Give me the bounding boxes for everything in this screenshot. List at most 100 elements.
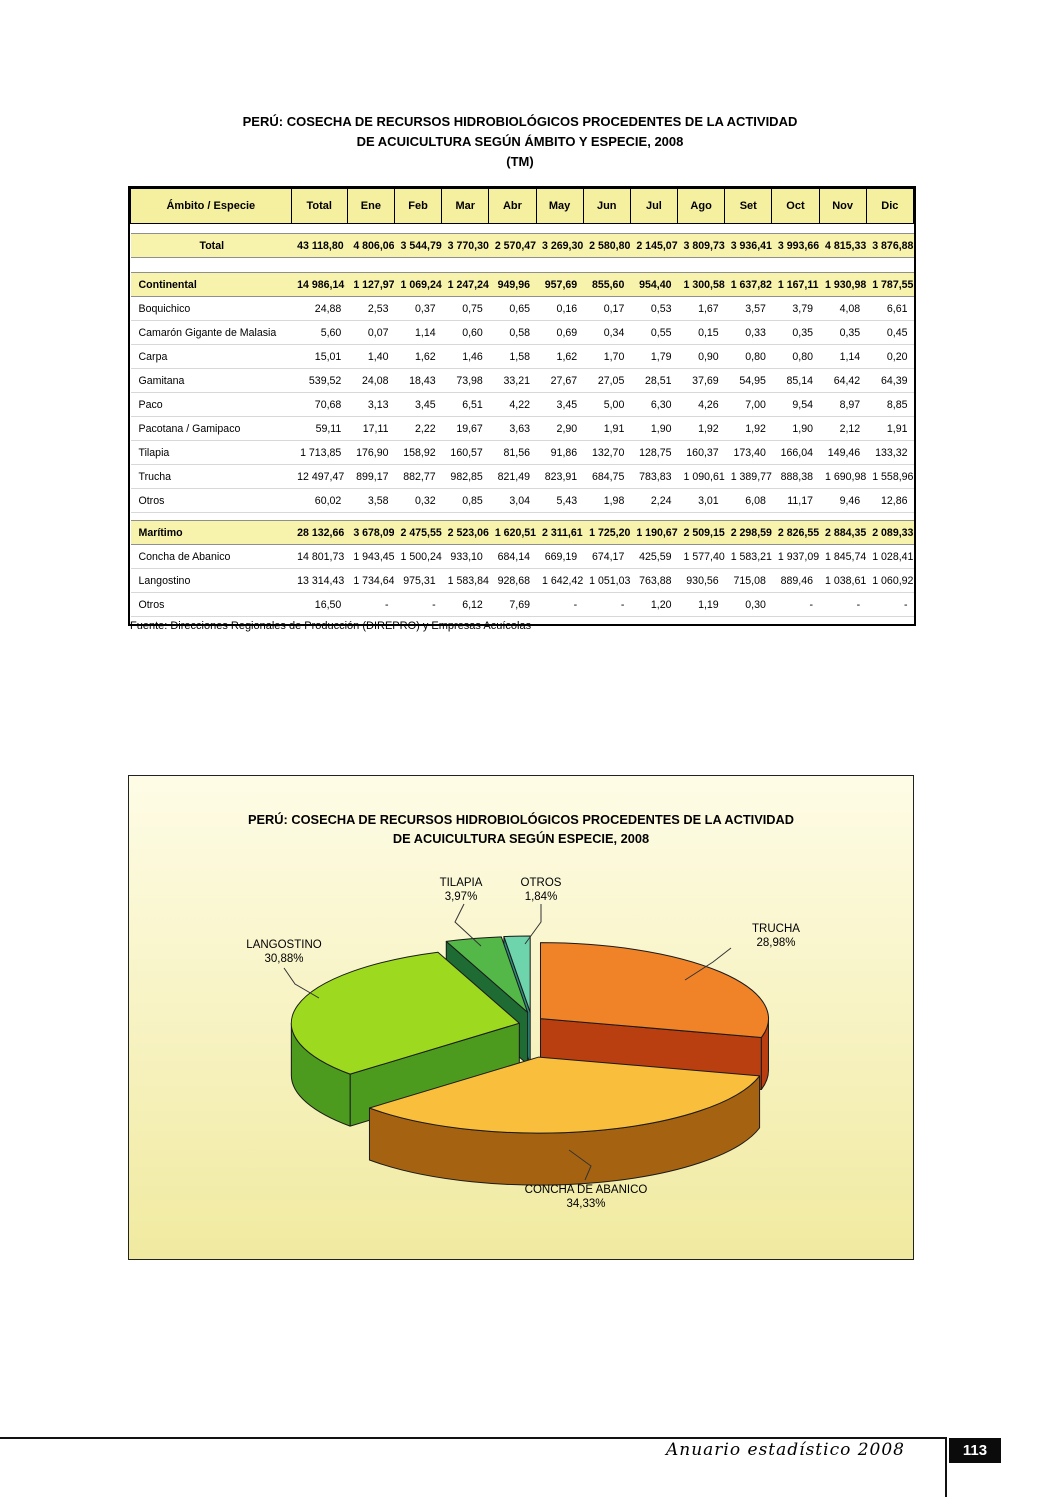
table-cell: 3,57 bbox=[724, 296, 772, 321]
table-cell: 14 986,14 bbox=[291, 272, 348, 297]
table-cell: 2 523,06 bbox=[441, 520, 489, 545]
table-cell: 8,97 bbox=[819, 392, 867, 417]
table-cell: 6,61 bbox=[866, 296, 914, 321]
table-cell: 3 678,09 bbox=[347, 520, 395, 545]
column-header: Ene bbox=[346, 188, 395, 224]
table-cell: 889,46 bbox=[771, 568, 820, 593]
table-cell: 2 570,47 bbox=[488, 233, 536, 258]
table-cell: 1,70 bbox=[583, 344, 631, 369]
source-note: Fuente: Direcciones Regionales de Produc… bbox=[130, 620, 532, 632]
table-cell: 1,14 bbox=[819, 344, 867, 369]
table-cell: 1 845,74 bbox=[819, 544, 867, 569]
table-cell: 15,01 bbox=[291, 344, 348, 369]
table-cell: 5,00 bbox=[583, 392, 631, 417]
column-header: Dic bbox=[865, 188, 915, 224]
table-cell: 59,11 bbox=[291, 416, 348, 441]
table-cell: 7,00 bbox=[724, 392, 772, 417]
table-cell: 28,51 bbox=[630, 368, 678, 393]
table-cell: 2,12 bbox=[819, 416, 867, 441]
table-cell: 1,19 bbox=[677, 592, 725, 617]
table-cell: - bbox=[583, 592, 631, 617]
statistics-table: Ámbito / Especie Total Ene Feb Mar Abr May Jun J… bbox=[130, 188, 915, 624]
table-row-otros: Otros 16,50- -6,12 7,69- -1,20 1,19 0,30- - - bbox=[130, 592, 914, 617]
pie-label-concha-name: CONCHA DE ABANICO bbox=[524, 1184, 648, 1196]
pie-slice-langostino-top bbox=[290, 951, 520, 1075]
table-cell: 4,08 bbox=[819, 296, 867, 321]
table-row-concha-de-abanico: Concha de Abanico 14 801,73 1 943,45 1 500,… bbox=[130, 544, 914, 569]
table-cell: 0,16 bbox=[536, 296, 584, 321]
table-cell: 1,90 bbox=[771, 416, 820, 441]
table-cell: 0,17 bbox=[583, 296, 631, 321]
table-cell: 3,63 bbox=[488, 416, 536, 441]
table-cell: 7,69 bbox=[488, 592, 536, 617]
table-cell: 18,43 bbox=[394, 368, 442, 393]
table-cell: 19,67 bbox=[441, 416, 489, 441]
table-cell: 0,15 bbox=[677, 320, 725, 345]
table-cell: 821,49 bbox=[488, 464, 536, 489]
table-cell: 1,62 bbox=[536, 344, 584, 369]
table-cell: 0,60 bbox=[441, 320, 489, 345]
table-cell: 128,75 bbox=[630, 440, 678, 465]
table-cell: 1 069,24 bbox=[394, 272, 442, 297]
table-cell: 1,14 bbox=[394, 320, 442, 345]
table-cell: 1,91 bbox=[583, 416, 631, 441]
table-cell: 1 725,20 bbox=[583, 520, 631, 545]
table-cell: 27,67 bbox=[536, 368, 584, 393]
column-header: Nov bbox=[818, 188, 867, 224]
table-cell: 1 558,96 bbox=[866, 464, 914, 489]
table-row-trucha: Trucha 12 497,47 899,17 882,77 982,85 821,49 8… bbox=[130, 464, 914, 489]
table-cell: 3,45 bbox=[536, 392, 584, 417]
table-cell: 14 801,73 bbox=[291, 544, 348, 569]
table-cell: 2 145,07 bbox=[630, 233, 678, 258]
page-number: 113 bbox=[949, 1438, 1001, 1463]
table-cell: 17,11 bbox=[347, 416, 395, 441]
table-cell: 1,62 bbox=[394, 344, 442, 369]
table-cell: 81,56 bbox=[488, 440, 536, 465]
table-cell: 3,04 bbox=[488, 488, 536, 513]
table-row-carpa: Carpa 15,01 1,40 1,62 1,46 1,58 1,62 1,70 1,79 0,… bbox=[130, 344, 914, 369]
table-cell: 4,22 bbox=[488, 392, 536, 417]
table-cell: 0,65 bbox=[488, 296, 536, 321]
pie-label-otros: OTROS 1,84% bbox=[481, 876, 601, 905]
table-cell: 949,96 bbox=[488, 272, 536, 297]
table-cell: 2 509,15 bbox=[677, 520, 725, 545]
pie-label-langostino-name: LANGOSTINO bbox=[246, 939, 322, 951]
pie-label-langostino-pct: 30,88% bbox=[264, 953, 304, 966]
table-cell: 176,90 bbox=[347, 440, 395, 465]
pie-label-tilapia-name: TILAPIA bbox=[439, 877, 483, 889]
table-cell: 1 642,42 bbox=[536, 568, 584, 593]
table-cell: 3 936,41 bbox=[724, 233, 772, 258]
table-cell: 0,85 bbox=[441, 488, 489, 513]
pie-label-langostino: LANGOSTINO 30,88% bbox=[224, 938, 344, 967]
table-cell: 6,08 bbox=[724, 488, 772, 513]
table-cell: 1 787,55 bbox=[866, 272, 914, 297]
table-cell: 24,88 bbox=[291, 296, 348, 321]
table-cell: - bbox=[394, 592, 442, 617]
table-cell: 0,80 bbox=[724, 344, 772, 369]
table-cell: 132,70 bbox=[583, 440, 631, 465]
table-cell: 37,69 bbox=[677, 368, 725, 393]
table-cell: 1 060,92 bbox=[866, 568, 914, 593]
table-cell: 2 826,55 bbox=[771, 520, 820, 545]
table-cell: 2 475,55 bbox=[394, 520, 442, 545]
pie-label-otros-pct: 1,84% bbox=[524, 891, 558, 904]
table-cell: 715,08 bbox=[724, 568, 772, 593]
table-cell: 2 311,61 bbox=[536, 520, 584, 545]
table-cell: 957,69 bbox=[536, 272, 584, 297]
table-cell: 2,90 bbox=[536, 416, 584, 441]
table-cell: 28 132,66 bbox=[291, 520, 348, 545]
table-cell: 669,19 bbox=[536, 544, 584, 569]
footer-vertical-rule bbox=[945, 1437, 947, 1497]
table-cell: 888,38 bbox=[771, 464, 820, 489]
pie-slice-concha-de-abanico-top bbox=[368, 1056, 761, 1134]
table-cell: 2,22 bbox=[394, 416, 442, 441]
table-cell: 1 734,64 bbox=[347, 568, 395, 593]
leader-line-langostino bbox=[283, 967, 320, 999]
table-cell: 6,12 bbox=[441, 592, 489, 617]
table-cell: 0,07 bbox=[347, 320, 395, 345]
table-cell: 954,40 bbox=[630, 272, 678, 297]
table-cell: 64,39 bbox=[866, 368, 914, 393]
table-cell: 982,85 bbox=[441, 464, 489, 489]
table-cell: 823,91 bbox=[536, 464, 584, 489]
pie-chart-box: PERÚ: COSECHA DE RECURSOS HIDROBIOLÓGICO… bbox=[128, 775, 914, 1260]
